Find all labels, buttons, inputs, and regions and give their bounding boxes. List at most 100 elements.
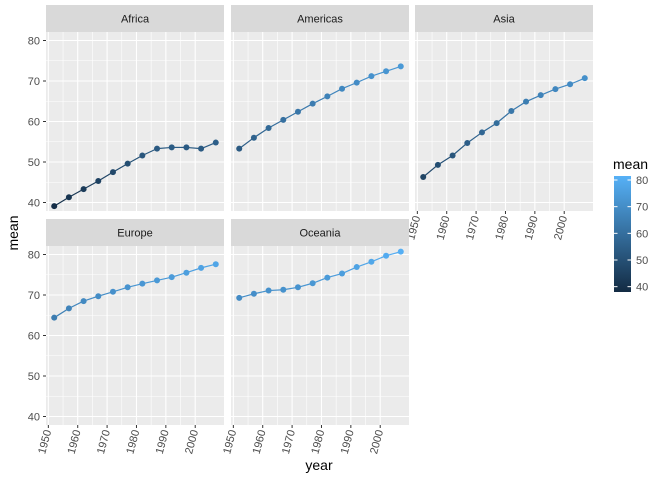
point-asia (493, 120, 500, 127)
x-tick-label: 1980 (493, 215, 511, 242)
x-tick-label: 1980 (309, 429, 327, 456)
point-asia (508, 107, 515, 114)
point-africa (154, 145, 161, 152)
strip-americas (231, 5, 409, 32)
x-tick-label: 1970 (95, 429, 113, 456)
facet-africa: Africa 40 50 60 70 80 (28, 5, 224, 211)
strip-europe (46, 219, 224, 246)
line-segment-americas (238, 137, 255, 150)
point-asia (537, 92, 544, 99)
x-tick-label: 2000 (368, 429, 386, 456)
x-tick-label: 1990 (339, 429, 357, 456)
point-africa (183, 144, 190, 151)
point-africa (168, 144, 175, 151)
strip-label-asia: Asia (493, 14, 515, 26)
color-legend: mean 40 50 60 70 80 (613, 156, 648, 294)
point-europe (183, 269, 190, 276)
line-segment-asia (466, 131, 483, 144)
legend-tick-label: 50 (636, 255, 648, 267)
point-asia (434, 161, 441, 168)
point-europe (95, 293, 102, 300)
point-europe (51, 314, 58, 321)
x-tick-label: 1990 (523, 215, 541, 242)
strip-africa (46, 5, 224, 32)
y-tick-label: 50 (28, 371, 40, 383)
point-europe (65, 305, 72, 312)
point-americas (236, 145, 243, 152)
y-tick-label: 60 (28, 117, 40, 129)
point-africa (109, 169, 116, 176)
point-americas (397, 63, 404, 70)
point-oceania (250, 290, 257, 297)
point-oceania (280, 286, 287, 293)
facet-americas: Americas (231, 5, 409, 211)
y-tick-label: 80 (28, 250, 40, 262)
point-americas (324, 93, 331, 100)
point-oceania (309, 280, 316, 287)
point-europe (80, 298, 87, 305)
point-americas (353, 79, 360, 86)
strip-label-oceania: Oceania (300, 228, 342, 240)
point-africa (51, 203, 58, 210)
x-axis-title: year (305, 457, 333, 473)
point-oceania (236, 294, 243, 301)
point-africa (139, 152, 146, 159)
point-europe (139, 280, 146, 287)
strip-label-africa: Africa (121, 14, 150, 26)
legend-tick-label: 40 (636, 282, 648, 294)
x-tick-label: 1980 (124, 429, 142, 456)
point-europe (109, 288, 116, 295)
strip-oceania (231, 219, 409, 246)
point-europe (124, 284, 131, 291)
point-asia (567, 81, 574, 88)
point-oceania (397, 248, 404, 255)
strip-label-americas: Americas (297, 14, 343, 26)
point-asia (581, 75, 588, 82)
x-tick-label: 2000 (552, 215, 570, 242)
point-americas (265, 124, 272, 131)
legend-tick-label: 80 (636, 175, 648, 187)
point-africa (95, 178, 102, 185)
point-oceania (353, 264, 360, 271)
point-americas (294, 108, 301, 115)
point-asia (523, 98, 530, 105)
point-oceania (339, 270, 346, 277)
point-europe (154, 277, 161, 284)
point-europe (168, 274, 175, 281)
legend-title: mean (613, 156, 648, 172)
y-tick-label: 60 (28, 331, 40, 343)
point-americas (280, 116, 287, 123)
x-tick-label: 1960 (66, 429, 84, 456)
point-americas (309, 100, 316, 107)
y-tick-label: 70 (28, 76, 40, 88)
point-africa (124, 160, 131, 167)
line-segment-asia (422, 164, 439, 178)
point-oceania (324, 274, 331, 281)
x-tick-label: 1950 (221, 429, 239, 456)
y-axis-title: mean (5, 215, 21, 250)
point-oceania (265, 287, 272, 294)
point-americas (368, 73, 375, 80)
x-tick-label: 1970 (464, 215, 482, 242)
point-asia (464, 139, 471, 146)
point-americas (250, 134, 257, 141)
x-tick-label: 2000 (183, 429, 201, 456)
point-oceania (383, 252, 390, 259)
strip-label-europe: Europe (117, 228, 152, 240)
y-tick-label: 40 (28, 197, 40, 209)
point-oceania (368, 258, 375, 265)
x-tick-label: 1990 (154, 429, 172, 456)
point-asia (552, 86, 559, 93)
point-africa (212, 139, 219, 146)
y-tick-label: 50 (28, 157, 40, 169)
legend-tick-label: 70 (636, 202, 648, 214)
facet-europe: Europe 40 50 60 70 80 1950 1960 1970 1980 1990 2000 (28, 219, 224, 455)
facet-oceania: Oceania 1950 1960 1970 1980 1990 2000 (221, 219, 409, 455)
point-africa (65, 194, 72, 201)
x-tick-label: 1960 (435, 215, 453, 242)
x-tick-label: 1950 (36, 429, 54, 456)
y-tick-label: 40 (28, 411, 40, 423)
point-oceania (294, 284, 301, 291)
